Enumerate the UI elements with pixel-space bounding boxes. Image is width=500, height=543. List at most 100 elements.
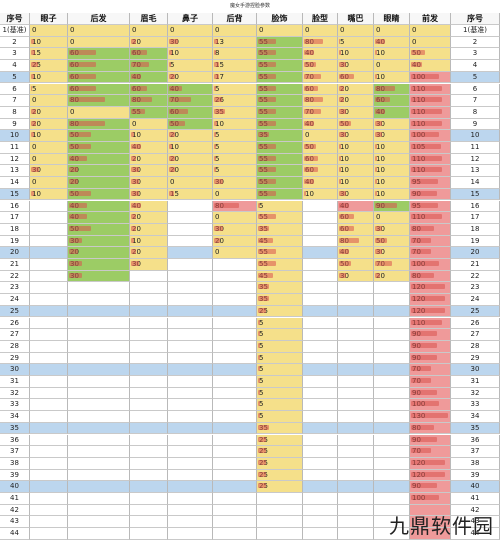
table-cell[interactable]: 30 — [374, 223, 410, 236]
table-cell[interactable] — [338, 387, 374, 400]
table-cell[interactable] — [374, 305, 410, 318]
table-cell[interactable] — [30, 259, 68, 271]
table-cell[interactable]: 120 — [410, 282, 451, 295]
table-cell[interactable]: 90 — [410, 340, 451, 353]
table-cell[interactable]: 40 — [374, 36, 410, 49]
table-cell[interactable] — [130, 422, 168, 435]
table-cell[interactable]: 60 — [338, 223, 374, 236]
table-cell[interactable]: 0 — [130, 118, 168, 131]
table-cell[interactable]: 0 — [68, 106, 130, 119]
table-cell[interactable]: 60 — [303, 83, 338, 96]
table-cell[interactable] — [168, 352, 213, 365]
table-cell[interactable]: 50 — [68, 130, 130, 142]
table-cell[interactable] — [68, 434, 130, 447]
table-cell[interactable] — [130, 329, 168, 341]
table-cell[interactable]: 25 — [257, 481, 303, 493]
table-cell[interactable]: 8 — [213, 48, 257, 61]
table-cell[interactable] — [30, 317, 68, 330]
table-cell[interactable] — [30, 446, 68, 458]
table-cell[interactable]: 20 — [130, 153, 168, 166]
table-cell[interactable]: 110 — [410, 106, 451, 119]
table-cell[interactable]: 5 — [338, 36, 374, 49]
table-cell[interactable] — [213, 352, 257, 365]
table-cell[interactable] — [30, 364, 68, 376]
table-cell[interactable]: 20 — [130, 212, 168, 224]
table-cell[interactable]: 30 — [130, 165, 168, 178]
table-cell[interactable]: 40 — [303, 177, 338, 189]
table-cell[interactable]: 110 — [410, 212, 451, 224]
table-cell[interactable] — [338, 340, 374, 353]
table-cell[interactable]: 30 — [130, 188, 168, 201]
table-cell[interactable] — [303, 282, 338, 295]
table-cell[interactable]: 90 — [410, 329, 451, 341]
table-cell[interactable]: 5 — [30, 83, 68, 96]
table-cell[interactable] — [168, 259, 213, 271]
table-cell[interactable]: 0 — [374, 25, 410, 37]
table-cell[interactable] — [130, 340, 168, 353]
table-cell[interactable] — [130, 446, 168, 458]
table-cell[interactable]: 90 — [410, 434, 451, 447]
table-cell[interactable]: 60 — [68, 83, 130, 96]
table-cell[interactable]: 20 — [168, 71, 213, 84]
table-cell[interactable]: 90 — [374, 200, 410, 213]
table-cell[interactable] — [30, 528, 68, 540]
table-cell[interactable] — [213, 493, 257, 505]
table-cell[interactable]: 45 — [257, 270, 303, 283]
table-cell[interactable]: 20 — [30, 118, 68, 131]
table-cell[interactable]: 55 — [257, 212, 303, 224]
table-cell[interactable]: 25 — [30, 60, 68, 72]
table-cell[interactable] — [168, 422, 213, 435]
table-cell[interactable]: 10 — [303, 188, 338, 201]
table-cell[interactable]: 20 — [374, 270, 410, 283]
table-cell[interactable] — [303, 376, 338, 388]
table-cell[interactable]: 55 — [257, 153, 303, 166]
table-cell[interactable] — [130, 294, 168, 306]
table-cell[interactable] — [68, 446, 130, 458]
table-cell[interactable] — [410, 516, 451, 529]
table-cell[interactable] — [374, 446, 410, 458]
table-cell[interactable] — [303, 469, 338, 482]
table-cell[interactable] — [130, 317, 168, 330]
table-cell[interactable]: 55 — [257, 142, 303, 154]
table-cell[interactable] — [338, 329, 374, 341]
table-cell[interactable]: 60 — [338, 212, 374, 224]
table-cell[interactable]: 5 — [257, 352, 303, 365]
table-cell[interactable] — [68, 317, 130, 330]
table-cell[interactable] — [68, 516, 130, 529]
table-cell[interactable]: 40 — [130, 142, 168, 154]
table-cell[interactable]: 5 — [213, 83, 257, 96]
table-cell[interactable] — [213, 294, 257, 306]
table-cell[interactable] — [374, 457, 410, 470]
table-cell[interactable] — [374, 493, 410, 505]
table-cell[interactable]: 10 — [374, 188, 410, 201]
table-cell[interactable]: 100 — [410, 399, 451, 412]
table-cell[interactable] — [213, 481, 257, 493]
table-cell[interactable]: 50 — [68, 223, 130, 236]
table-cell[interactable] — [130, 434, 168, 447]
table-cell[interactable]: 13 — [213, 36, 257, 49]
table-cell[interactable]: 55 — [257, 36, 303, 49]
table-cell[interactable]: 110 — [410, 165, 451, 178]
table-cell[interactable]: 55 — [257, 259, 303, 271]
table-cell[interactable] — [130, 504, 168, 517]
table-cell[interactable]: 0 — [338, 25, 374, 37]
table-cell[interactable]: 120 — [410, 469, 451, 482]
table-cell[interactable]: 40 — [338, 200, 374, 213]
table-cell[interactable] — [168, 200, 213, 213]
table-cell[interactable] — [68, 329, 130, 341]
table-cell[interactable]: 55 — [257, 106, 303, 119]
table-cell[interactable]: 90 — [410, 481, 451, 493]
table-cell[interactable]: 30 — [338, 188, 374, 201]
table-cell[interactable] — [303, 528, 338, 540]
table-cell[interactable]: 110 — [410, 83, 451, 96]
table-cell[interactable] — [130, 305, 168, 318]
table-cell[interactable] — [213, 504, 257, 517]
table-cell[interactable]: 60 — [68, 48, 130, 61]
table-cell[interactable] — [168, 493, 213, 505]
table-cell[interactable]: 0 — [30, 95, 68, 107]
table-cell[interactable]: 50 — [168, 118, 213, 131]
table-cell[interactable] — [257, 528, 303, 540]
table-cell[interactable] — [303, 340, 338, 353]
table-cell[interactable] — [168, 446, 213, 458]
table-cell[interactable] — [374, 411, 410, 423]
